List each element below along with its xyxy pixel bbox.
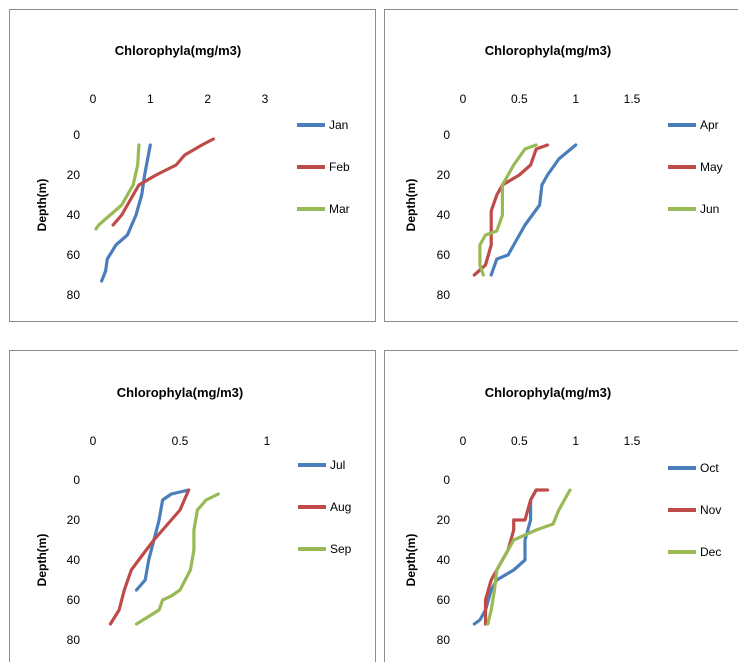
y-tick-label: 0 bbox=[73, 473, 80, 487]
y-axis-label: Depth(m) bbox=[35, 534, 49, 587]
legend-label-jan: Jan bbox=[329, 118, 348, 132]
legend-label-oct: Oct bbox=[700, 461, 719, 475]
series-line-oct bbox=[472, 488, 538, 626]
y-axis-label: Depth(m) bbox=[404, 179, 418, 232]
legend-label-may: May bbox=[700, 160, 723, 174]
series-line-may bbox=[472, 143, 550, 277]
series-line-sep bbox=[134, 492, 220, 626]
series-line-dec bbox=[486, 488, 572, 626]
chart-title: Chlorophyla(mg/m3) bbox=[115, 43, 241, 58]
series-line-apr bbox=[489, 143, 578, 277]
x-tick-label: 0.5 bbox=[511, 434, 528, 448]
chart-panel-1: Chlorophyla(mg/m3) Depth(m) 0 1 2 3 0 20 40 60 80 J… bbox=[9, 9, 376, 322]
y-tick-label: 20 bbox=[437, 513, 451, 527]
series-line-aug bbox=[108, 488, 191, 626]
y-tick-label: 40 bbox=[437, 553, 451, 567]
y-tick-label: 40 bbox=[67, 208, 81, 222]
y-tick-label: 80 bbox=[67, 633, 81, 647]
x-tick-label: 1 bbox=[572, 434, 579, 448]
x-tick-label: 0.5 bbox=[511, 92, 528, 106]
chart-title: Chlorophyla(mg/m3) bbox=[117, 385, 243, 400]
x-tick-label: 1 bbox=[572, 92, 579, 106]
y-tick-label: 80 bbox=[437, 288, 451, 302]
y-tick-label: 0 bbox=[443, 128, 450, 142]
series-line-jul bbox=[134, 488, 191, 592]
x-tick-label: 1 bbox=[264, 434, 271, 448]
x-tick-label: 2 bbox=[204, 92, 211, 106]
series-line-jun bbox=[478, 143, 538, 277]
x-tick-label: 1.5 bbox=[624, 92, 641, 106]
y-tick-label: 60 bbox=[67, 593, 81, 607]
x-tick-label: 0 bbox=[90, 92, 97, 106]
legend-label-jul: Jul bbox=[330, 458, 345, 472]
y-tick-label: 40 bbox=[437, 208, 451, 222]
legend-label-aug: Aug bbox=[330, 500, 351, 514]
x-tick-label: 1 bbox=[147, 92, 154, 106]
chart-title: Chlorophyla(mg/m3) bbox=[485, 43, 611, 58]
y-tick-label: 20 bbox=[437, 168, 451, 182]
x-tick-label: 0 bbox=[460, 434, 467, 448]
y-tick-label: 40 bbox=[67, 553, 81, 567]
y-tick-label: 60 bbox=[437, 248, 451, 262]
chart-panel-3: Chlorophyla(mg/m3) Depth(m) 0 0.5 1 0 20 40 60 80… bbox=[9, 350, 376, 662]
x-tick-label: 1.5 bbox=[624, 434, 641, 448]
series-line-mar bbox=[94, 143, 141, 231]
x-tick-label: 0 bbox=[90, 434, 97, 448]
y-tick-label: 20 bbox=[67, 168, 81, 182]
y-tick-label: 20 bbox=[67, 513, 81, 527]
legend-label-apr: Apr bbox=[700, 118, 719, 132]
legend-label-feb: Feb bbox=[329, 160, 350, 174]
chart-title: Chlorophyla(mg/m3) bbox=[485, 385, 611, 400]
x-tick-label: 3 bbox=[262, 92, 269, 106]
legend-label-jun: Jun bbox=[700, 202, 719, 216]
legend-label-mar: Mar bbox=[329, 202, 350, 216]
x-tick-label: 0.5 bbox=[172, 434, 189, 448]
series-line-feb bbox=[111, 137, 215, 227]
y-tick-label: 60 bbox=[437, 593, 451, 607]
legend-label-dec: Dec bbox=[700, 545, 721, 559]
y-tick-label: 60 bbox=[67, 248, 81, 262]
y-axis-label: Depth(m) bbox=[404, 534, 418, 587]
x-tick-label: 0 bbox=[460, 92, 467, 106]
y-tick-label: 80 bbox=[67, 288, 81, 302]
y-tick-label: 0 bbox=[73, 128, 80, 142]
legend-label-sep: Sep bbox=[330, 542, 352, 556]
y-tick-label: 80 bbox=[437, 633, 451, 647]
y-tick-label: 0 bbox=[443, 473, 450, 487]
series-line-nov bbox=[483, 488, 550, 626]
y-axis-label: Depth(m) bbox=[35, 179, 49, 232]
chart-panel-4: Chlorophyla(mg/m3) Depth(m) 0 0.5 1 1.5 0 20 40 6… bbox=[384, 350, 738, 662]
chart-panel-2: Chlorophyla(mg/m3) Depth(m) 0 0.5 1 1.5 0 20 40 6… bbox=[384, 9, 738, 322]
legend-label-nov: Nov bbox=[700, 503, 721, 517]
